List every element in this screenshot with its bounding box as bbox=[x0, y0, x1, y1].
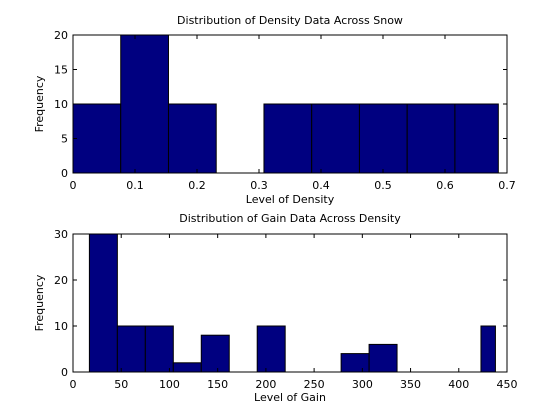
histogram-bar bbox=[340, 353, 370, 373]
ticks-group: 0 50 100 150 200 250 300 350 400 450 0 10 20 30 bbox=[54, 228, 518, 391]
histogram-bar bbox=[120, 34, 169, 174]
y-tick-label: 30 bbox=[54, 228, 68, 241]
chart-density: Distribution of Density Data Across Snow… bbox=[33, 14, 516, 206]
histogram-bar bbox=[368, 343, 398, 373]
histogram-bar bbox=[167, 103, 217, 174]
histogram-bar bbox=[256, 325, 286, 373]
y-tick-label: 10 bbox=[54, 320, 68, 333]
ticks-group: 0 0.1 0.2 0.3 0.4 0.5 0.6 0.7 0 5 10 15 20 bbox=[54, 29, 516, 192]
x-tick-label: 450 bbox=[497, 378, 518, 391]
y-tick-label: 5 bbox=[61, 133, 68, 146]
y-tick-label: 20 bbox=[54, 274, 68, 287]
y-axis-label: Frequency bbox=[33, 274, 46, 331]
histogram-bar bbox=[358, 103, 408, 174]
chart-gain: Distribution of Gain Data Across Density… bbox=[33, 212, 518, 404]
histogram-bar bbox=[454, 103, 499, 174]
y-tick-label: 0 bbox=[61, 167, 68, 180]
histogram-bar bbox=[406, 103, 456, 174]
histogram-bar bbox=[72, 103, 122, 174]
axes-box bbox=[72, 233, 508, 373]
x-tick-label: 300 bbox=[352, 378, 373, 391]
y-tick-label: 15 bbox=[54, 64, 68, 77]
histogram-bar bbox=[88, 233, 118, 373]
y-tick-label: 20 bbox=[54, 29, 68, 42]
x-tick-label: 0.4 bbox=[312, 179, 330, 192]
x-tick-label: 0 bbox=[70, 378, 77, 391]
histogram-bar bbox=[116, 325, 146, 373]
y-axis-label: Frequency bbox=[33, 75, 46, 132]
chart-title: Distribution of Density Data Across Snow bbox=[177, 14, 403, 27]
bars-group bbox=[72, 34, 499, 174]
x-tick-label: 0.7 bbox=[498, 179, 516, 192]
bars-group bbox=[88, 233, 496, 373]
histogram-bar bbox=[263, 103, 313, 174]
x-tick-label: 250 bbox=[304, 378, 325, 391]
x-tick-label: 100 bbox=[159, 378, 180, 391]
x-tick-label: 0.3 bbox=[250, 179, 268, 192]
histogram-bar bbox=[144, 325, 174, 373]
x-tick-label: 0.5 bbox=[374, 179, 392, 192]
histogram-bar bbox=[200, 334, 230, 373]
histogram-bar bbox=[480, 325, 496, 373]
x-tick-label: 50 bbox=[114, 378, 128, 391]
chart-title: Distribution of Gain Data Across Density bbox=[179, 212, 401, 225]
y-tick-label: 0 bbox=[61, 366, 68, 379]
y-tick-label: 10 bbox=[54, 98, 68, 111]
x-tick-label: 400 bbox=[448, 378, 469, 391]
x-tick-label: 150 bbox=[207, 378, 228, 391]
x-tick-label: 0.6 bbox=[436, 179, 454, 192]
x-axis-label: Level of Gain bbox=[254, 391, 326, 404]
x-tick-label: 200 bbox=[255, 378, 276, 391]
x-axis-label: Level of Density bbox=[246, 193, 335, 206]
x-tick-label: 350 bbox=[400, 378, 421, 391]
x-tick-label: 0.2 bbox=[188, 179, 206, 192]
x-tick-label: 0.1 bbox=[126, 179, 144, 192]
histogram-bar bbox=[172, 362, 202, 373]
histogram-bar bbox=[311, 103, 360, 174]
x-tick-label: 0 bbox=[70, 179, 77, 192]
